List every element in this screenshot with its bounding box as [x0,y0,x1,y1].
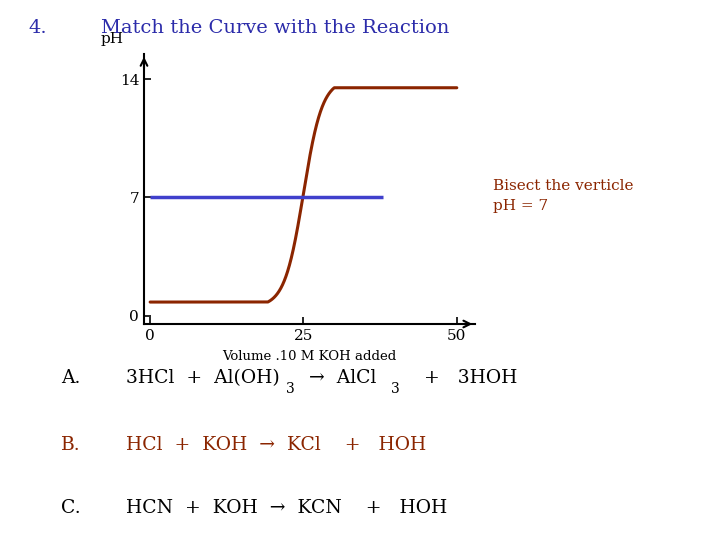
Text: HCl  +  KOH  →  KCl    +   HOH: HCl + KOH → KCl + HOH [126,436,426,455]
Text: pH: pH [101,32,124,46]
Text: +   3HOH: + 3HOH [400,369,518,387]
Text: C.: C. [61,498,81,517]
Text: 4.: 4. [29,19,48,37]
Text: Match the Curve with the Reaction: Match the Curve with the Reaction [101,19,449,37]
Text: Bisect the verticle: Bisect the verticle [493,179,634,193]
Text: 3: 3 [286,382,294,396]
X-axis label: Volume .10 M KOH added: Volume .10 M KOH added [222,350,397,363]
Text: HCN  +  KOH  →  KCN    +   HOH: HCN + KOH → KCN + HOH [126,498,447,517]
Text: pH = 7: pH = 7 [493,199,549,213]
Text: 3: 3 [391,382,400,396]
Text: 3HCl  +  Al(OH): 3HCl + Al(OH) [126,369,280,387]
Text: →  AlCl: → AlCl [297,369,377,387]
Text: B.: B. [61,436,81,455]
Text: A.: A. [61,369,81,387]
